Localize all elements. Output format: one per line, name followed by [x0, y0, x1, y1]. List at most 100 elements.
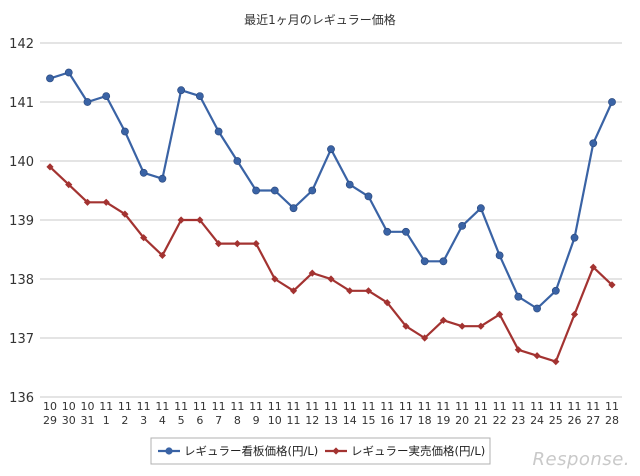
- y-tick-label: 138: [9, 273, 34, 288]
- data-point: [345, 180, 354, 189]
- x-tick-label-month: 11: [343, 400, 357, 413]
- x-tick-label-day: 23: [511, 414, 525, 427]
- data-point: [308, 269, 316, 277]
- data-point: [476, 204, 485, 213]
- data-point: [158, 251, 166, 259]
- data-point: [477, 322, 485, 330]
- data-point: [289, 204, 298, 213]
- data-point: [271, 275, 279, 283]
- x-tick-label-month: 11: [118, 400, 132, 413]
- data-point: [552, 358, 560, 366]
- x-tick-label-month: 11: [155, 400, 169, 413]
- gridlines: [40, 42, 622, 398]
- data-point: [214, 127, 223, 136]
- y-tick-label: 136: [9, 391, 34, 406]
- x-tick-label-month: 11: [212, 400, 226, 413]
- data-point: [83, 98, 92, 106]
- y-axis: 136 137 138 139 140 141 142: [9, 37, 34, 406]
- data-point: [346, 287, 354, 295]
- y-tick-label: 142: [9, 37, 34, 52]
- x-tick-label-month: 11: [230, 400, 244, 413]
- x-tick-label-day: 7: [215, 414, 222, 427]
- data-point: [608, 281, 616, 289]
- data-point: [533, 352, 541, 360]
- x-tick-label-month: 11: [361, 400, 375, 413]
- x-tick-label-month: 11: [137, 400, 151, 413]
- x-tick-label-day: 8: [234, 414, 241, 427]
- data-point: [402, 227, 410, 236]
- data-point: [458, 322, 466, 330]
- data-point: [570, 233, 579, 242]
- x-tick-label-day: 18: [418, 414, 432, 427]
- data-point: [46, 163, 54, 171]
- x-tick-label-month: 11: [380, 400, 394, 413]
- series-line-1: [49, 71, 614, 310]
- x-tick-label-day: 27: [586, 414, 600, 427]
- x-tick-label-month: 10: [43, 400, 57, 413]
- x-tick-label-day: 30: [62, 414, 76, 427]
- data-point: [252, 186, 260, 195]
- x-tick-label-month: 11: [549, 400, 563, 413]
- data-point: [402, 322, 410, 330]
- x-tick-label-month: 11: [493, 400, 507, 413]
- x-tick-label-day: 29: [43, 414, 57, 427]
- data-point: [514, 346, 522, 354]
- data-point: [608, 98, 616, 106]
- x-tick-label-day: 3: [140, 414, 147, 427]
- data-point: [420, 257, 429, 266]
- x-tick-label-day: 4: [159, 414, 166, 427]
- x-tick-label-day: 1: [103, 414, 110, 427]
- data-point: [327, 275, 335, 283]
- x-tick-label-day: 15: [361, 414, 375, 427]
- data-point: [551, 286, 560, 295]
- y-tick-label: 137: [9, 332, 34, 347]
- data-point: [64, 68, 73, 77]
- data-point: [177, 216, 185, 224]
- x-tick-label-day: 10: [268, 414, 282, 427]
- x-tick-label-day: 11: [287, 414, 301, 427]
- data-point: [364, 192, 373, 201]
- data-point: [177, 86, 186, 95]
- x-tick-label-day: 6: [196, 414, 203, 427]
- x-tick-label-month: 11: [586, 400, 600, 413]
- x-tick-label-day: 20: [455, 414, 469, 427]
- y-tick-label: 140: [9, 155, 34, 170]
- legend-marker: [332, 447, 340, 455]
- x-tick-label-month: 11: [268, 400, 282, 413]
- data-point: [439, 257, 448, 266]
- x-tick-label-month: 11: [511, 400, 525, 413]
- data-point: [533, 304, 541, 313]
- legend: レギュラー看板価格(円/L) レギュラー実売価格(円/L): [150, 437, 491, 465]
- data-point: [364, 287, 373, 295]
- data-point: [158, 174, 167, 183]
- data-point: [439, 316, 447, 324]
- x-tick-label-day: 16: [380, 414, 394, 427]
- x-tick-label-day: 19: [436, 414, 450, 427]
- x-tick-label-month: 11: [305, 400, 319, 413]
- chart-title: 最近1ヶ月のレギュラー価格: [244, 12, 396, 27]
- data-point: [327, 145, 335, 154]
- x-tick-label-day: 2: [121, 414, 128, 427]
- x-tick-label-month: 11: [249, 400, 263, 413]
- data-point: [233, 240, 241, 248]
- legend-box: [150, 437, 491, 465]
- data-point: [102, 92, 111, 100]
- x-tick-label-month: 10: [62, 400, 76, 413]
- series-group: [46, 68, 616, 366]
- data-point: [140, 234, 148, 242]
- series-line-2: [49, 166, 613, 363]
- y-tick-label: 139: [9, 214, 34, 229]
- x-tick-label-day: 22: [493, 414, 507, 427]
- data-point: [121, 127, 129, 136]
- data-point: [308, 186, 317, 195]
- x-tick-label-month: 10: [80, 400, 94, 413]
- data-point: [383, 299, 391, 307]
- x-tick-label-month: 11: [399, 400, 413, 413]
- x-tick-label-month: 11: [455, 400, 469, 413]
- data-point: [458, 221, 467, 230]
- x-tick-label-month: 11: [193, 400, 207, 413]
- x-tick-label-month: 11: [324, 400, 338, 413]
- x-tick-label-month: 11: [568, 400, 582, 413]
- data-point: [233, 157, 242, 165]
